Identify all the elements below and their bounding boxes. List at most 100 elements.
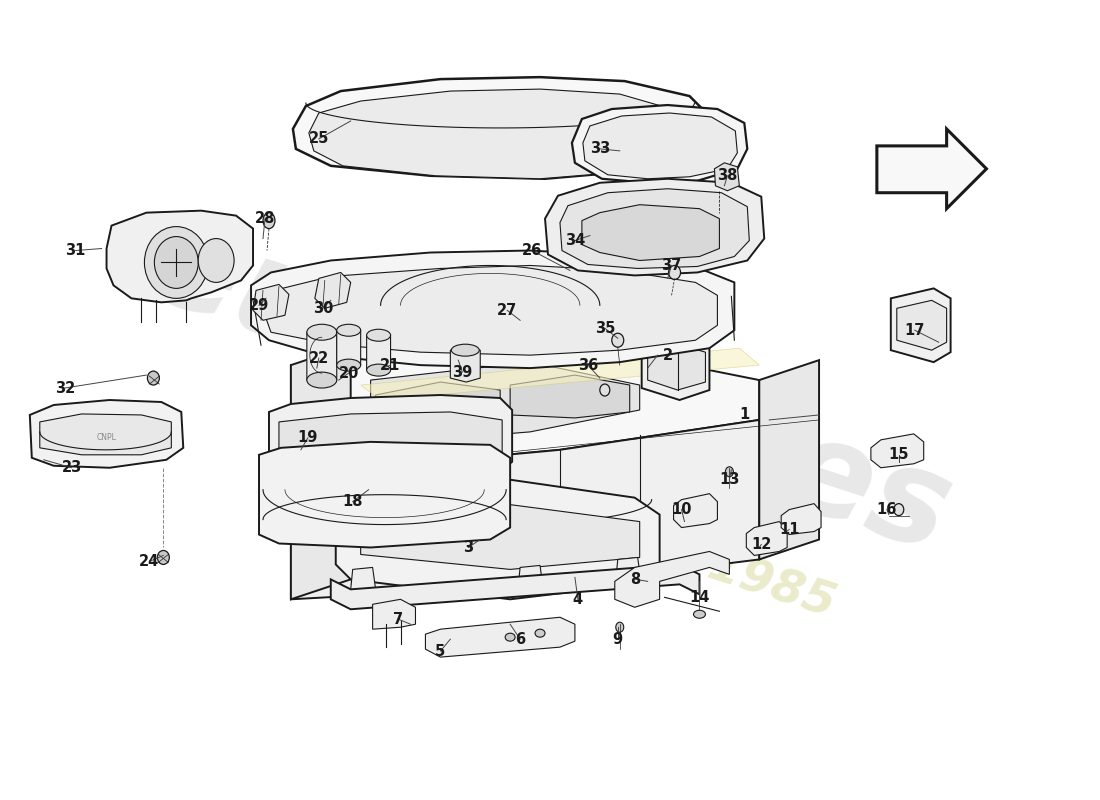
Polygon shape [361,348,759,400]
Polygon shape [648,344,705,390]
Text: 18: 18 [342,494,363,509]
Text: 38: 38 [717,168,738,183]
Ellipse shape [693,610,705,618]
Text: 26: 26 [521,243,542,258]
Polygon shape [337,326,361,370]
Text: 23: 23 [62,460,81,475]
Polygon shape [40,414,172,455]
Text: 8: 8 [630,572,641,587]
Ellipse shape [669,266,681,279]
Text: 30: 30 [312,301,333,316]
Text: 36: 36 [578,358,598,373]
Text: 24: 24 [140,554,159,569]
Text: 7: 7 [394,612,404,626]
Polygon shape [279,412,503,465]
Polygon shape [746,522,788,555]
Polygon shape [450,346,481,382]
Polygon shape [582,205,719,261]
Polygon shape [307,326,337,386]
Polygon shape [331,565,700,610]
Polygon shape [293,77,710,178]
Text: 1: 1 [739,407,749,422]
Polygon shape [258,442,510,547]
Polygon shape [351,567,375,598]
Text: 32: 32 [55,381,75,395]
Ellipse shape [894,504,904,515]
Ellipse shape [154,237,198,288]
Ellipse shape [535,630,544,637]
Polygon shape [366,331,390,375]
Ellipse shape [157,550,169,565]
Polygon shape [361,505,640,570]
Text: 22: 22 [309,350,329,366]
Polygon shape [781,504,821,534]
Polygon shape [290,345,351,599]
Text: 5: 5 [436,644,446,658]
Polygon shape [572,105,747,182]
Polygon shape [518,566,543,595]
Polygon shape [30,400,184,468]
Text: 21: 21 [381,358,400,373]
Ellipse shape [263,213,275,229]
Text: 34: 34 [564,233,585,248]
Ellipse shape [366,330,390,342]
Text: a passion since 1985: a passion since 1985 [299,412,840,626]
Text: 17: 17 [904,322,925,338]
Text: CNPL: CNPL [97,434,117,442]
Ellipse shape [307,372,337,388]
Text: 9: 9 [613,632,623,646]
Text: 3: 3 [463,540,473,555]
Text: 31: 31 [66,243,86,258]
Text: 15: 15 [889,447,909,462]
Polygon shape [290,420,759,599]
Polygon shape [266,266,717,355]
Ellipse shape [307,324,337,340]
Polygon shape [871,434,924,468]
Text: 37: 37 [661,258,682,273]
Polygon shape [375,382,500,428]
Text: 33: 33 [590,142,610,156]
Polygon shape [251,250,735,368]
Polygon shape [253,285,289,320]
Text: 13: 13 [719,472,739,487]
Text: 39: 39 [452,365,472,379]
Ellipse shape [198,238,234,282]
Ellipse shape [337,359,361,371]
Polygon shape [560,189,749,269]
Text: 6: 6 [515,632,525,646]
Text: 25: 25 [309,131,329,146]
Polygon shape [641,332,710,400]
Text: 14: 14 [690,590,710,605]
Polygon shape [290,340,759,474]
Polygon shape [896,300,947,350]
Ellipse shape [600,384,609,396]
Polygon shape [544,178,764,275]
Polygon shape [270,395,513,480]
Text: 2: 2 [662,348,673,362]
Text: 28: 28 [255,211,275,226]
Ellipse shape [366,364,390,376]
Ellipse shape [451,344,480,356]
Text: 19: 19 [298,430,318,446]
Text: 29: 29 [249,298,270,313]
Text: eurospares: eurospares [133,201,967,579]
Ellipse shape [147,371,160,385]
Ellipse shape [725,466,734,477]
Polygon shape [891,288,950,362]
Ellipse shape [144,226,208,298]
Polygon shape [583,113,737,178]
Polygon shape [426,618,575,657]
Polygon shape [107,210,253,302]
Ellipse shape [616,622,624,632]
Polygon shape [510,375,629,418]
Polygon shape [616,558,640,587]
Text: 16: 16 [877,502,896,517]
Polygon shape [373,599,416,630]
Ellipse shape [505,633,515,641]
Polygon shape [336,480,660,599]
Polygon shape [615,551,729,607]
Polygon shape [371,362,640,445]
Polygon shape [309,89,690,178]
Text: 4: 4 [573,592,583,607]
Text: 10: 10 [671,502,692,517]
